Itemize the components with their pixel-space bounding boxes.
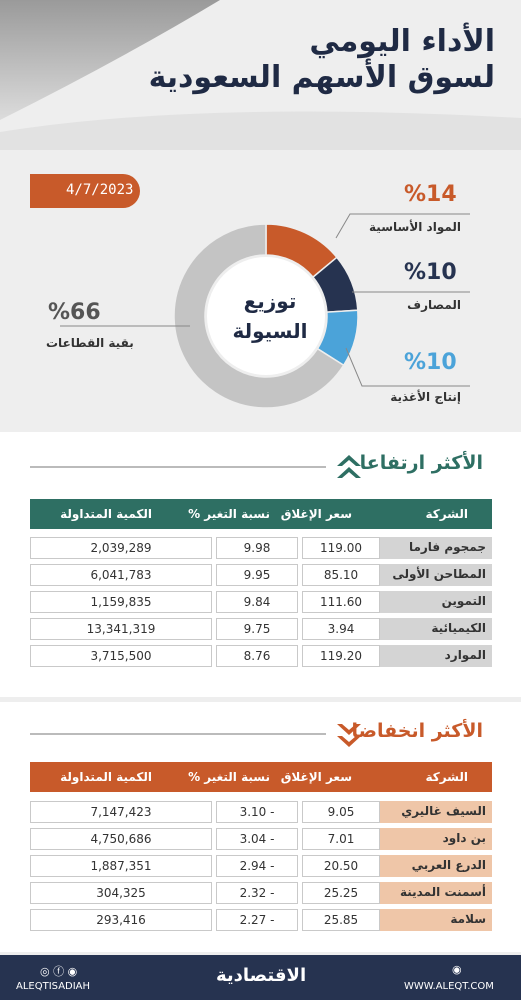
table-row: السيف غاليري 9.05 3.10 -7,147,423 xyxy=(30,801,492,823)
close-price-cell: 85.10 xyxy=(302,564,380,586)
page-title-line1: الأداء اليومي xyxy=(309,24,495,59)
gainers-col-change: نسبة التغير % xyxy=(188,507,270,521)
gainers-title: الأكثر ارتفاعا xyxy=(359,452,483,474)
volume-cell: 4,750,686 xyxy=(30,828,212,850)
close-price-cell: 25.85 xyxy=(302,909,380,931)
change-percent-cell: 9.98 xyxy=(216,537,298,559)
change-percent-cell: 9.75 xyxy=(216,618,298,640)
table-row: الموارد 119.20 8.76 3,715,500 xyxy=(30,645,492,667)
brand-logo: الاقتصادية xyxy=(216,965,307,986)
losers-col-close: سعر الإغلاق xyxy=(280,770,352,784)
stat-food-label: إنتاج الأغذية xyxy=(390,390,461,404)
table-row: المطاحن الأولى 85.10 9.95 6,041,783 xyxy=(30,564,492,586)
company-cell: السيف غاليري xyxy=(354,801,492,823)
volume-cell: 304,325 xyxy=(30,882,212,904)
table-row: أسمنت المدينة 25.25 2.32 -304,325 xyxy=(30,882,492,904)
company-cell: الدرع العربي xyxy=(354,855,492,877)
social-icons: ◎ ⓕ ◉ xyxy=(40,965,78,978)
change-percent-cell: 9.84 xyxy=(216,591,298,613)
stat-banks-pct: %10 xyxy=(404,260,457,285)
volume-cell: 2,039,289 xyxy=(30,537,212,559)
volume-cell: 293,416 xyxy=(30,909,212,931)
close-price-cell: 119.00 xyxy=(302,537,380,559)
close-price-cell: 111.60 xyxy=(302,591,380,613)
losers-col-company: الشركة xyxy=(425,770,468,784)
stat-banks-label: المصارف xyxy=(407,298,461,312)
double-down-arrow-icon xyxy=(337,724,361,747)
stat-others-pct: %66 xyxy=(48,300,101,325)
change-percent-cell: 2.27 - xyxy=(216,909,298,931)
losers-col-volume: الكمية المتداولة xyxy=(60,770,152,784)
close-price-cell: 25.25 xyxy=(302,882,380,904)
company-cell: سلامة xyxy=(354,909,492,931)
close-price-cell: 9.05 xyxy=(302,801,380,823)
date-text: 4/7/2023 xyxy=(66,182,134,198)
gainers-col-company: الشركة xyxy=(425,507,468,521)
volume-cell: 7,147,423 xyxy=(30,801,212,823)
stat-basic-materials-pct: %14 xyxy=(404,182,457,207)
table-row: سلامة 25.85 2.27 -293,416 xyxy=(30,909,492,931)
table-row: جمجوم فارما 119.00 9.98 2,039,289 xyxy=(30,537,492,559)
close-price-cell: 119.20 xyxy=(302,645,380,667)
company-cell: أسمنت المدينة xyxy=(354,882,492,904)
stat-food-pct: %10 xyxy=(404,350,457,375)
company-cell: الكيميائية xyxy=(354,618,492,640)
social-handle: ALEQTISADIAH xyxy=(16,981,91,992)
gainers-divider xyxy=(30,466,326,468)
gainers-table-header: الشركة سعر الإغلاق نسبة التغير % الكمية … xyxy=(30,499,492,529)
company-cell: جمجوم فارما xyxy=(354,537,492,559)
liquidity-donut-chart xyxy=(173,223,359,409)
change-percent-cell: 3.04 - xyxy=(216,828,298,850)
date-badge: 4/7/2023 xyxy=(30,174,140,208)
website-link[interactable]: WWW.ALEQT.COM xyxy=(404,981,494,992)
change-percent-cell: 9.95 xyxy=(216,564,298,586)
company-cell: التموين xyxy=(354,591,492,613)
table-row: بن داود 7.01 3.04 -4,750,686 xyxy=(30,828,492,850)
page-title-line2: لسوق الأسهم السعودية xyxy=(148,60,495,95)
close-price-cell: 3.94 xyxy=(302,618,380,640)
donut-segment-others xyxy=(173,223,345,409)
donut-center xyxy=(207,257,325,375)
losers-col-change: نسبة التغير % xyxy=(188,770,270,784)
losers-title: الأكثر انخفاضا xyxy=(351,720,483,742)
web-icon: ◉ xyxy=(452,963,462,976)
table-row: الكيميائية 3.94 9.75 13,341,319 xyxy=(30,618,492,640)
volume-cell: 3,715,500 xyxy=(30,645,212,667)
company-cell: المطاحن الأولى xyxy=(354,564,492,586)
donut-label-line2: السيولة xyxy=(232,319,308,343)
table-row: الدرع العربي 20.50 2.94 -1,887,351 xyxy=(30,855,492,877)
stat-basic-materials-label: المواد الأساسية xyxy=(369,220,461,234)
donut-label-line1: توزيع xyxy=(243,289,297,313)
volume-cell: 13,341,319 xyxy=(30,618,212,640)
volume-cell: 1,887,351 xyxy=(30,855,212,877)
volume-cell: 1,159,835 xyxy=(30,591,212,613)
losers-table-header: الشركة سعر الإغلاق نسبة التغير % الكمية … xyxy=(30,762,492,792)
gainers-col-close: سعر الإغلاق xyxy=(280,507,352,521)
gainers-col-volume: الكمية المتداولة xyxy=(60,507,152,521)
close-price-cell: 7.01 xyxy=(302,828,380,850)
change-percent-cell: 2.94 - xyxy=(216,855,298,877)
company-cell: الموارد xyxy=(354,645,492,667)
double-up-arrow-icon xyxy=(337,455,361,478)
stat-others-label: بقية القطاعات xyxy=(46,336,134,350)
header-background xyxy=(0,0,521,150)
change-percent-cell: 8.76 xyxy=(216,645,298,667)
losers-divider xyxy=(30,733,326,735)
change-percent-cell: 2.32 - xyxy=(216,882,298,904)
close-price-cell: 20.50 xyxy=(302,855,380,877)
change-percent-cell: 3.10 - xyxy=(216,801,298,823)
footer-bar: ◎ ⓕ ◉ ALEQTISADIAH الاقتصادية ◉ WWW.ALEQ… xyxy=(0,955,521,1000)
volume-cell: 6,041,783 xyxy=(30,564,212,586)
company-cell: بن داود xyxy=(354,828,492,850)
donut-center-label: توزيع السيولة xyxy=(232,286,308,346)
table-row: التموين 111.60 9.84 1,159,835 xyxy=(30,591,492,613)
